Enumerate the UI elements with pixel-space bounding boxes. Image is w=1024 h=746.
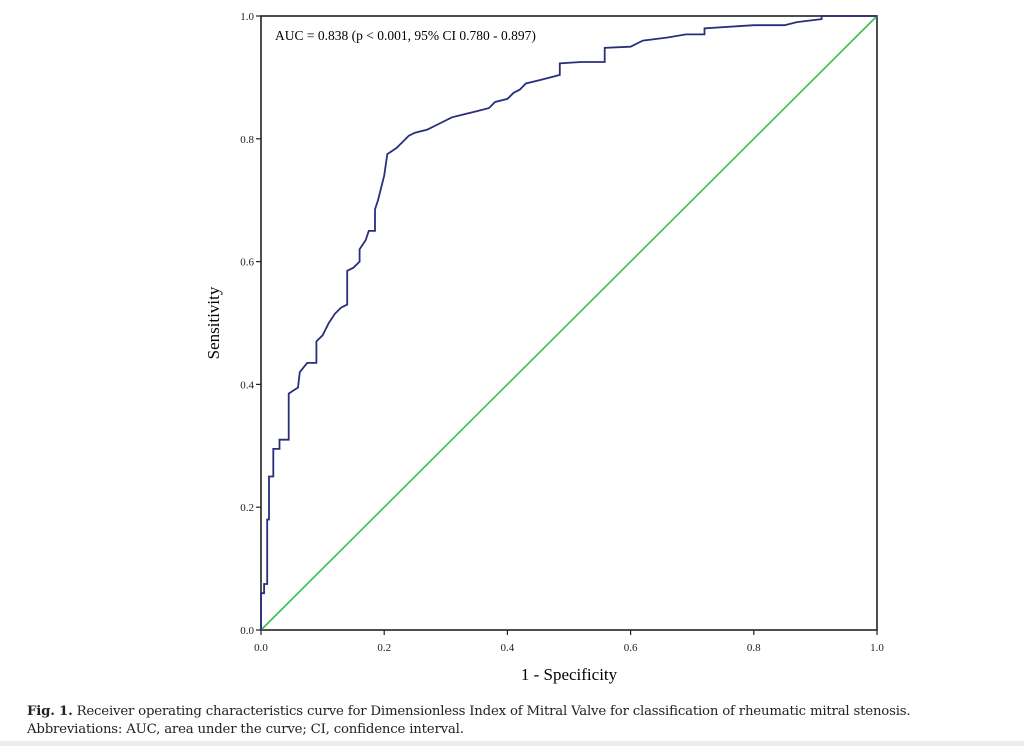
x-tick-label: 0.4 [501,642,515,654]
auc-annotation: AUC = 0.838 (p < 0.001, 95% CI 0.780 - 0… [275,28,536,43]
plot-frame [260,15,878,631]
y-axis-label: Sensitivity [204,286,223,359]
y-tick-label: 0.0 [240,625,254,637]
x-tick-label: 0.6 [624,642,638,654]
roc-curve-line [260,15,877,630]
y-tick-label: 1.0 [240,11,254,23]
roc-chart: 0.0 0.2 0.4 0.6 0.8 1.0 0.0 0.2 0.4 0.6 0.8 1.0 AUC… [204,11,884,684]
x-axis-label: 1 - Specificity [521,665,618,684]
caption-text: Receiver operating characteristics curve… [76,704,911,719]
plot-area: 0.0 0.2 0.4 0.6 0.8 1.0 0.0 0.2 0.4 0.6 0.8 1.0 [240,11,884,654]
y-tick-label: 0.8 [240,134,254,146]
x-tick-label: 0.0 [254,642,268,654]
caption-abbreviations: Abbreviations: AUC, area under the curve… [27,722,464,737]
y-tick-label: 0.4 [240,379,254,391]
x-tick-label: 1.0 [870,642,884,654]
reference-diagonal-line [260,15,878,631]
page-bottom-divider [0,741,1024,746]
y-tick-label: 0.6 [240,257,254,269]
x-tick-label: 0.8 [747,642,761,654]
caption-label: Fig. 1. [27,704,73,719]
x-tick-label: 0.2 [377,642,391,654]
figure-caption: Fig. 1. Receiver operating characteristi… [27,703,911,739]
y-tick-label: 0.2 [240,502,254,514]
